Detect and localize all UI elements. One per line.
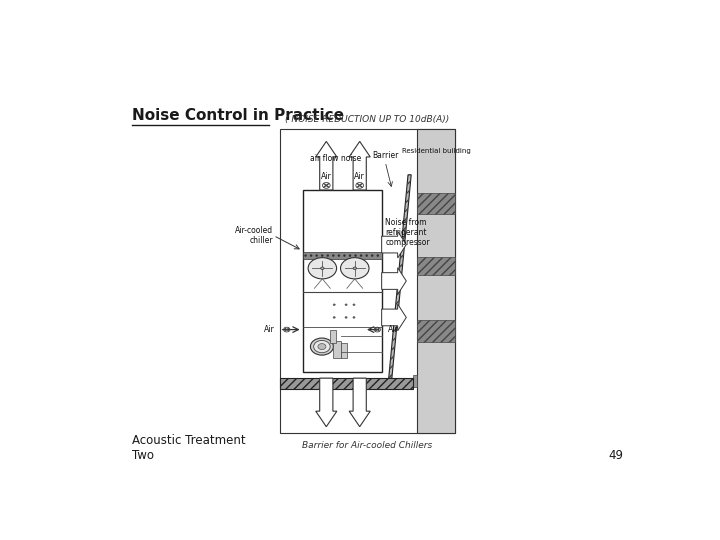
Text: Barrier for Air-cooled Chillers: Barrier for Air-cooled Chillers — [302, 441, 433, 450]
Bar — [341, 343, 347, 357]
Circle shape — [314, 340, 330, 353]
Bar — [417, 256, 456, 275]
Polygon shape — [349, 141, 370, 190]
Bar — [330, 330, 336, 343]
Circle shape — [341, 258, 369, 279]
Bar — [413, 375, 417, 387]
Circle shape — [310, 338, 333, 355]
Polygon shape — [349, 378, 370, 427]
Text: Barrier: Barrier — [372, 151, 398, 160]
Polygon shape — [316, 378, 337, 427]
Circle shape — [345, 304, 347, 306]
Bar — [417, 320, 456, 342]
Bar — [302, 190, 382, 372]
Polygon shape — [382, 304, 406, 331]
Text: Air: Air — [354, 172, 365, 181]
Polygon shape — [316, 141, 337, 190]
Bar — [417, 193, 456, 214]
Text: ( NOISE REDUCTION UP TO 10dB(A)): ( NOISE REDUCTION UP TO 10dB(A)) — [285, 115, 450, 124]
Text: Air-cooled
chiller: Air-cooled chiller — [235, 226, 274, 245]
Text: Noise from
refrigerant
compressor: Noise from refrigerant compressor — [385, 218, 430, 247]
Circle shape — [345, 316, 347, 318]
Text: Air: Air — [321, 172, 332, 181]
Circle shape — [320, 267, 324, 269]
Polygon shape — [382, 268, 406, 294]
Circle shape — [353, 267, 356, 269]
Bar — [302, 252, 382, 259]
Text: 49: 49 — [608, 449, 623, 462]
Circle shape — [353, 316, 355, 318]
Text: Acoustic Treatment
Two: Acoustic Treatment Two — [132, 434, 246, 462]
Bar — [333, 341, 341, 357]
Bar — [280, 129, 456, 433]
Circle shape — [308, 258, 336, 279]
Circle shape — [353, 304, 355, 306]
Bar — [417, 129, 456, 433]
Circle shape — [318, 343, 326, 349]
Bar — [280, 378, 413, 389]
Text: air flow noise: air flow noise — [310, 154, 361, 163]
Text: Noise Control in Practice: Noise Control in Practice — [132, 109, 344, 124]
Text: Residential building: Residential building — [402, 147, 471, 153]
Circle shape — [333, 316, 336, 318]
Circle shape — [333, 304, 336, 306]
Polygon shape — [382, 231, 406, 258]
Polygon shape — [389, 175, 411, 378]
Text: Air: Air — [388, 325, 399, 334]
Text: Air: Air — [264, 325, 274, 334]
